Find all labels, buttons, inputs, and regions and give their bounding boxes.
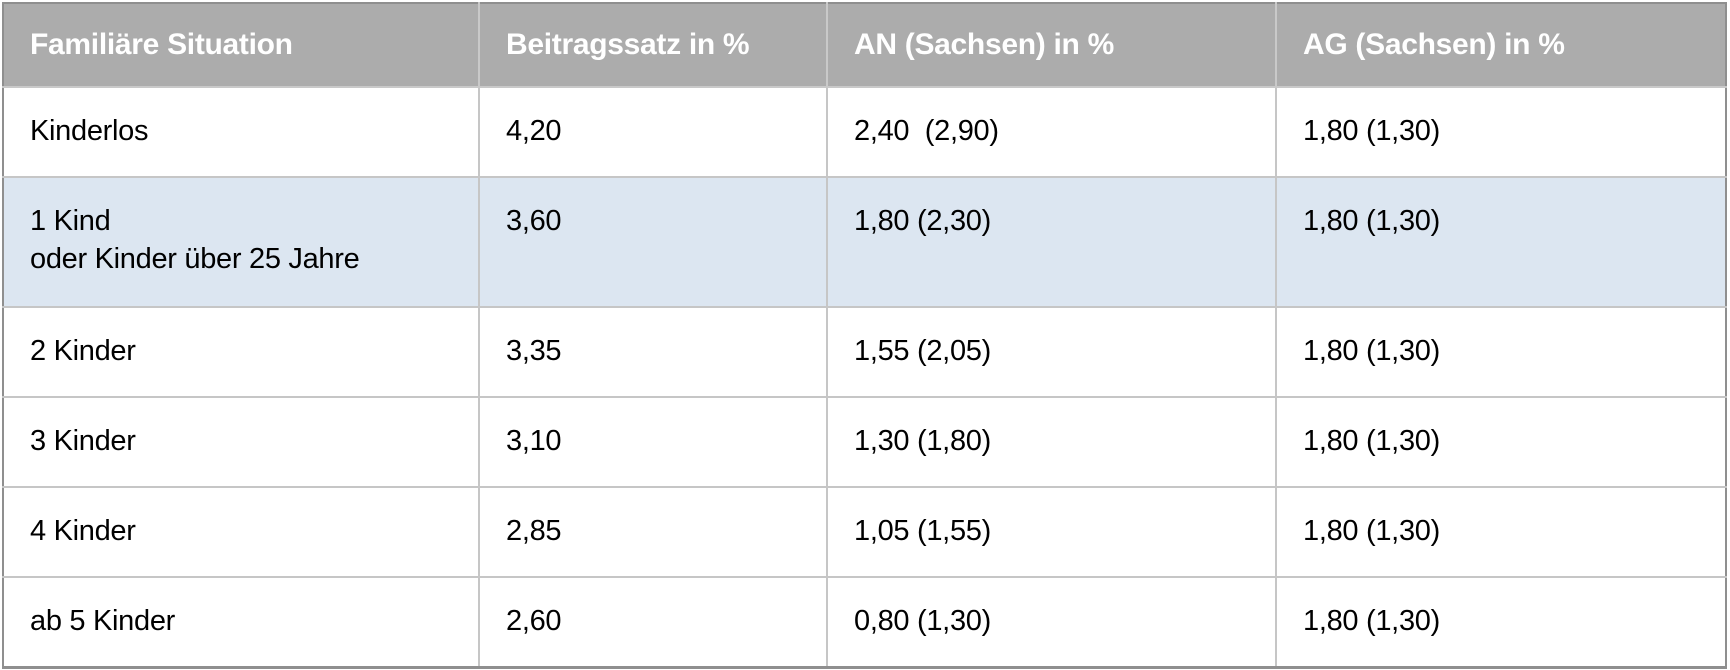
column-header-beitragssatz: Beitragssatz in % (478, 2, 828, 88)
cell-situation: 1 Kind oder Kinder über 25 Jahre (2, 176, 480, 308)
table-body: Kinderlos 4,20 2,40 (2,90) 1,80 (1,30) 1… (2, 86, 1727, 669)
cell-beitragssatz: 4,20 (478, 86, 828, 178)
cell-ag: 1,80 (1,30) (1275, 486, 1727, 578)
cell-situation: 4 Kinder (2, 486, 480, 578)
cell-beitragssatz: 2,60 (478, 576, 828, 669)
cell-ag: 1,80 (1,30) (1275, 576, 1727, 669)
column-header-an-sachsen: AN (Sachsen) in % (826, 2, 1277, 88)
table-row-4-kinder: 4 Kinder 2,85 1,05 (1,55) 1,80 (1,30) (2, 486, 1727, 578)
table-row-kinderlos: Kinderlos 4,20 2,40 (2,90) 1,80 (1,30) (2, 86, 1727, 178)
cell-ag: 1,80 (1,30) (1275, 306, 1727, 398)
cell-an: 1,55 (2,05) (826, 306, 1277, 398)
cell-beitragssatz: 3,10 (478, 396, 828, 488)
column-header-familiaere-situation: Familiäre Situation (2, 2, 480, 88)
table-row-3-kinder: 3 Kinder 3,10 1,30 (1,80) 1,80 (1,30) (2, 396, 1727, 488)
cell-situation: 3 Kinder (2, 396, 480, 488)
cell-ag: 1,80 (1,30) (1275, 396, 1727, 488)
table-row-ab-5-kinder: ab 5 Kinder 2,60 0,80 (1,30) 1,80 (1,30) (2, 576, 1727, 669)
cell-beitragssatz: 2,85 (478, 486, 828, 578)
table-row-1-kind: 1 Kind oder Kinder über 25 Jahre 3,60 1,… (2, 176, 1727, 308)
cell-an: 0,80 (1,30) (826, 576, 1277, 669)
cell-situation: Kinderlos (2, 86, 480, 178)
table-header: Familiäre Situation Beitragssatz in % AN… (2, 2, 1727, 88)
column-header-ag-sachsen: AG (Sachsen) in % (1275, 2, 1727, 88)
cell-situation: ab 5 Kinder (2, 576, 480, 669)
cell-ag: 1,80 (1,30) (1275, 86, 1727, 178)
cell-situation: 2 Kinder (2, 306, 480, 398)
cell-an: 1,05 (1,55) (826, 486, 1277, 578)
cell-beitragssatz: 3,35 (478, 306, 828, 398)
cell-an: 2,40 (2,90) (826, 86, 1277, 178)
table-row-2-kinder: 2 Kinder 3,35 1,55 (2,05) 1,80 (1,30) (2, 306, 1727, 398)
header-row: Familiäre Situation Beitragssatz in % AN… (2, 2, 1727, 88)
cell-ag: 1,80 (1,30) (1275, 176, 1727, 308)
cell-an: 1,80 (2,30) (826, 176, 1277, 308)
cell-beitragssatz: 3,60 (478, 176, 828, 308)
cell-an: 1,30 (1,80) (826, 396, 1277, 488)
